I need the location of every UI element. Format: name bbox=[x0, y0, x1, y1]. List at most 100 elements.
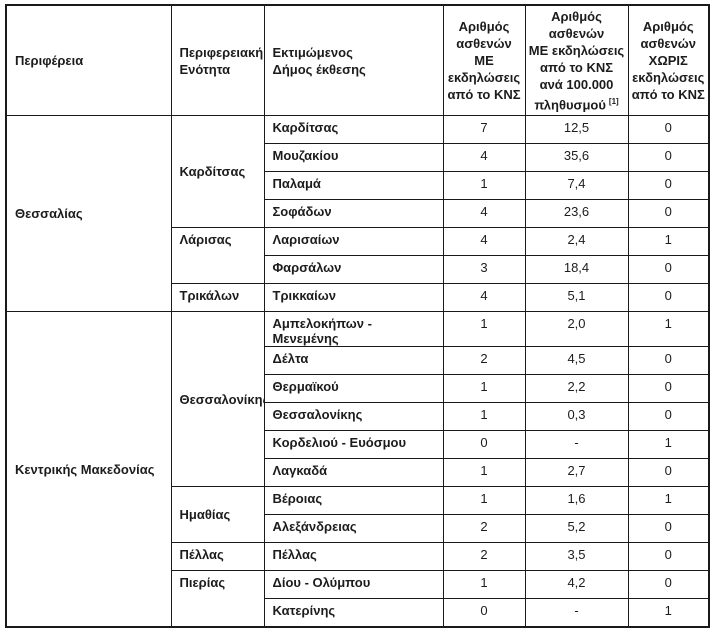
table-row: Λαγκαδά 1 2,7 0 bbox=[6, 458, 710, 488]
municipality-cell: Φαρσάλων bbox=[263, 255, 444, 285]
without-cns-cell: 0 bbox=[627, 346, 710, 376]
per-100k-cell: - bbox=[524, 598, 629, 628]
municipality-cell: Παλαμά bbox=[263, 171, 444, 201]
without-cns-cell: 1 bbox=[627, 598, 710, 628]
without-cns-cell: 0 bbox=[627, 570, 710, 600]
table-row: Ημαθίας Βέροιας 1 1,6 1 bbox=[6, 486, 710, 544]
per-100k-cell: - bbox=[524, 430, 629, 460]
without-cns-cell: 0 bbox=[627, 374, 710, 404]
without-cns-cell: 0 bbox=[627, 143, 710, 173]
with-cns-cell: 2 bbox=[442, 542, 526, 572]
municipality-cell: Θεσσαλονίκης bbox=[263, 402, 444, 432]
table-row: Κατερίνης 0 - 1 bbox=[6, 598, 710, 628]
with-cns-cell: 1 bbox=[442, 402, 526, 432]
municipality-cell: Μουζακίου bbox=[263, 143, 444, 173]
without-cns-cell: 0 bbox=[627, 402, 710, 432]
per-100k-cell: 18,4 bbox=[524, 255, 629, 285]
region-cell: Θεσσαλίας bbox=[5, 115, 172, 313]
municipality-cell: Βέροιας bbox=[263, 486, 444, 516]
without-cns-cell: 0 bbox=[627, 514, 710, 544]
per-100k-cell: 4,5 bbox=[524, 346, 629, 376]
with-cns-cell: 1 bbox=[442, 374, 526, 404]
with-cns-cell: 4 bbox=[442, 227, 526, 257]
with-cns-cell: 1 bbox=[442, 458, 526, 488]
table-row: Κεντρικής Μακεδονίας Θεσσαλονίκης Αμπελο… bbox=[5, 311, 710, 628]
per-100k-cell: 2,2 bbox=[524, 374, 629, 404]
without-cns-cell: 1 bbox=[627, 311, 710, 348]
with-cns-cell: 1 bbox=[442, 486, 526, 516]
patients-by-municipality-table-wrapper: Περιφέρεια Περιφερειακή Ενότητα Εκτιμώμε… bbox=[5, 4, 710, 628]
municipality-cell: Αλεξάνδρειας bbox=[263, 514, 444, 544]
without-cns-cell: 0 bbox=[627, 199, 710, 229]
without-cns-cell: 0 bbox=[627, 458, 710, 488]
table-row: Κορδελιού - Ευόσμου 0 - 1 bbox=[6, 430, 710, 460]
regional-unit-cell: Ημαθίας bbox=[170, 486, 265, 544]
without-cns-cell: 1 bbox=[627, 430, 710, 460]
without-cns-cell: 0 bbox=[627, 283, 710, 313]
municipality-cell: Θερμαϊκού bbox=[263, 374, 444, 404]
header-municipality: Εκτιμώμενος Δήμος έκθεσης bbox=[263, 4, 444, 117]
regional-unit-cell: Θεσσαλονίκης bbox=[170, 311, 265, 488]
regional-unit-cell: Πιερίας bbox=[170, 570, 265, 628]
per-100k-cell: 12,5 bbox=[524, 115, 629, 145]
municipality-cell: Καρδίτσας bbox=[263, 115, 444, 145]
municipality-cell: Λαγκαδά bbox=[263, 458, 444, 488]
header-region: Περιφέρεια bbox=[5, 4, 172, 117]
municipality-cell: Δέλτα bbox=[263, 346, 444, 376]
per-100k-cell: 5,1 bbox=[524, 283, 629, 313]
table-row: Δέλτα 2 4,5 0 bbox=[6, 346, 710, 376]
with-cns-cell: 3 bbox=[442, 255, 526, 285]
municipality-cell: Δίου - Ολύμπου bbox=[263, 570, 444, 600]
with-cns-cell: 7 bbox=[442, 115, 526, 145]
table-row: Πέλλας Πέλλας 2 3,5 0 bbox=[6, 542, 710, 572]
per-100k-cell: 4,2 bbox=[524, 570, 629, 600]
header-with-cns: Αριθμός ασθενών ΜΕ εκδηλώσεις από το ΚΝΣ bbox=[442, 4, 526, 117]
without-cns-cell: 1 bbox=[627, 227, 710, 257]
patients-by-municipality-table: Περιφέρεια Περιφερειακή Ενότητα Εκτιμώμε… bbox=[5, 4, 710, 628]
without-cns-cell: 0 bbox=[627, 115, 710, 145]
header-regional-unit: Περιφερειακή Ενότητα bbox=[170, 4, 265, 117]
per-100k-cell: 7,4 bbox=[524, 171, 629, 201]
without-cns-cell: 0 bbox=[627, 255, 710, 285]
regional-unit-cell: Λάρισας bbox=[170, 227, 265, 285]
with-cns-cell: 2 bbox=[442, 346, 526, 376]
per-100k-cell: 2,4 bbox=[524, 227, 629, 257]
with-cns-cell: 4 bbox=[442, 199, 526, 229]
municipality-cell: Κατερίνης bbox=[263, 598, 444, 628]
table-row: Πιερίας Δίου - Ολύμπου 1 4,2 0 bbox=[6, 570, 710, 628]
per-100k-cell: 1,6 bbox=[524, 486, 629, 516]
with-cns-cell: 0 bbox=[442, 598, 526, 628]
without-cns-cell: 1 bbox=[627, 486, 710, 516]
municipality-cell: Αμπελοκήπων - Μενεμένης bbox=[263, 311, 444, 348]
regional-unit-cell: Πέλλας bbox=[170, 542, 265, 572]
with-cns-cell: 1 bbox=[442, 171, 526, 201]
footnote-marker: [1] bbox=[608, 97, 619, 106]
with-cns-cell: 4 bbox=[442, 283, 526, 313]
municipality-cell: Σοφάδων bbox=[263, 199, 444, 229]
per-100k-cell: 5,2 bbox=[524, 514, 629, 544]
per-100k-cell: 2,7 bbox=[524, 458, 629, 488]
with-cns-cell: 2 bbox=[442, 514, 526, 544]
per-100k-cell: 35,6 bbox=[524, 143, 629, 173]
per-100k-cell: 23,6 bbox=[524, 199, 629, 229]
with-cns-cell: 1 bbox=[442, 311, 526, 348]
municipality-cell: Λαρισαίων bbox=[263, 227, 444, 257]
municipality-cell: Κορδελιού - Ευόσμου bbox=[263, 430, 444, 460]
table-row: Θεσσαλίας Καρδίτσας Καρδίτσας 7 12,5 0 bbox=[5, 115, 710, 313]
table-row: Θεσσαλονίκης 1 0,3 0 bbox=[6, 402, 710, 432]
without-cns-cell: 0 bbox=[627, 171, 710, 201]
header-without-cns: Αριθμός ασθενών ΧΩΡΙΣ εκδηλώσεις από το … bbox=[627, 4, 710, 117]
municipality-cell: Τρικκαίων bbox=[263, 283, 444, 313]
header-per-100k: Αριθμός ασθενών ΜΕ εκδηλώσεις από το ΚΝΣ… bbox=[524, 4, 629, 117]
per-100k-cell: 0,3 bbox=[524, 402, 629, 432]
with-cns-cell: 4 bbox=[442, 143, 526, 173]
with-cns-cell: 1 bbox=[442, 570, 526, 600]
regional-unit-cell: Καρδίτσας bbox=[170, 115, 265, 229]
with-cns-cell: 0 bbox=[442, 430, 526, 460]
regional-unit-cell: Τρικάλων bbox=[170, 283, 265, 313]
municipality-cell: Πέλλας bbox=[263, 542, 444, 572]
header-per-100k-text: Αριθμός ασθενών ΜΕ εκδηλώσεις από το ΚΝΣ… bbox=[528, 9, 625, 113]
region-cell: Κεντρικής Μακεδονίας bbox=[5, 311, 172, 628]
table-row: Θερμαϊκού 1 2,2 0 bbox=[6, 374, 710, 404]
per-100k-cell: 3,5 bbox=[524, 542, 629, 572]
